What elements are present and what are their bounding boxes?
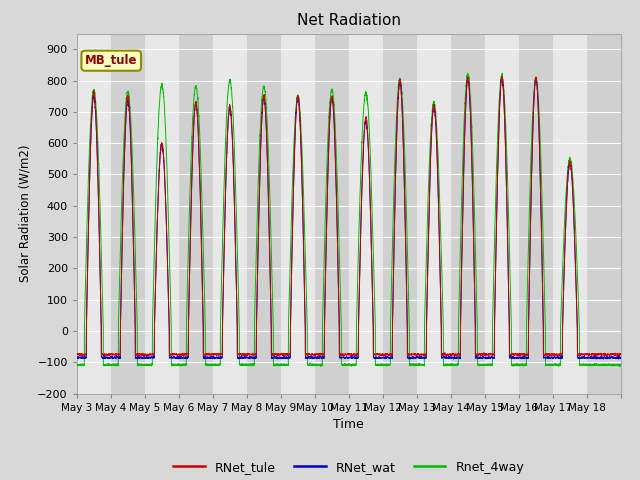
Text: MB_tule: MB_tule	[85, 54, 138, 67]
Bar	[519, 34, 553, 394]
Bar	[247, 34, 281, 394]
Bar	[77, 34, 111, 394]
Bar	[179, 34, 212, 394]
Title: Net Radiation: Net Radiation	[297, 13, 401, 28]
Bar	[315, 34, 349, 394]
Bar	[383, 34, 417, 394]
Bar	[281, 34, 315, 394]
Bar	[451, 34, 485, 394]
Bar	[587, 34, 621, 394]
Legend: RNet_tule, RNet_wat, Rnet_4way: RNet_tule, RNet_wat, Rnet_4way	[168, 456, 529, 479]
Bar	[212, 34, 247, 394]
X-axis label: Time: Time	[333, 418, 364, 431]
Bar	[417, 34, 451, 394]
Bar	[349, 34, 383, 394]
Bar	[553, 34, 587, 394]
Bar	[145, 34, 179, 394]
Y-axis label: Solar Radiation (W/m2): Solar Radiation (W/m2)	[19, 145, 32, 282]
Bar	[485, 34, 519, 394]
Bar	[111, 34, 145, 394]
